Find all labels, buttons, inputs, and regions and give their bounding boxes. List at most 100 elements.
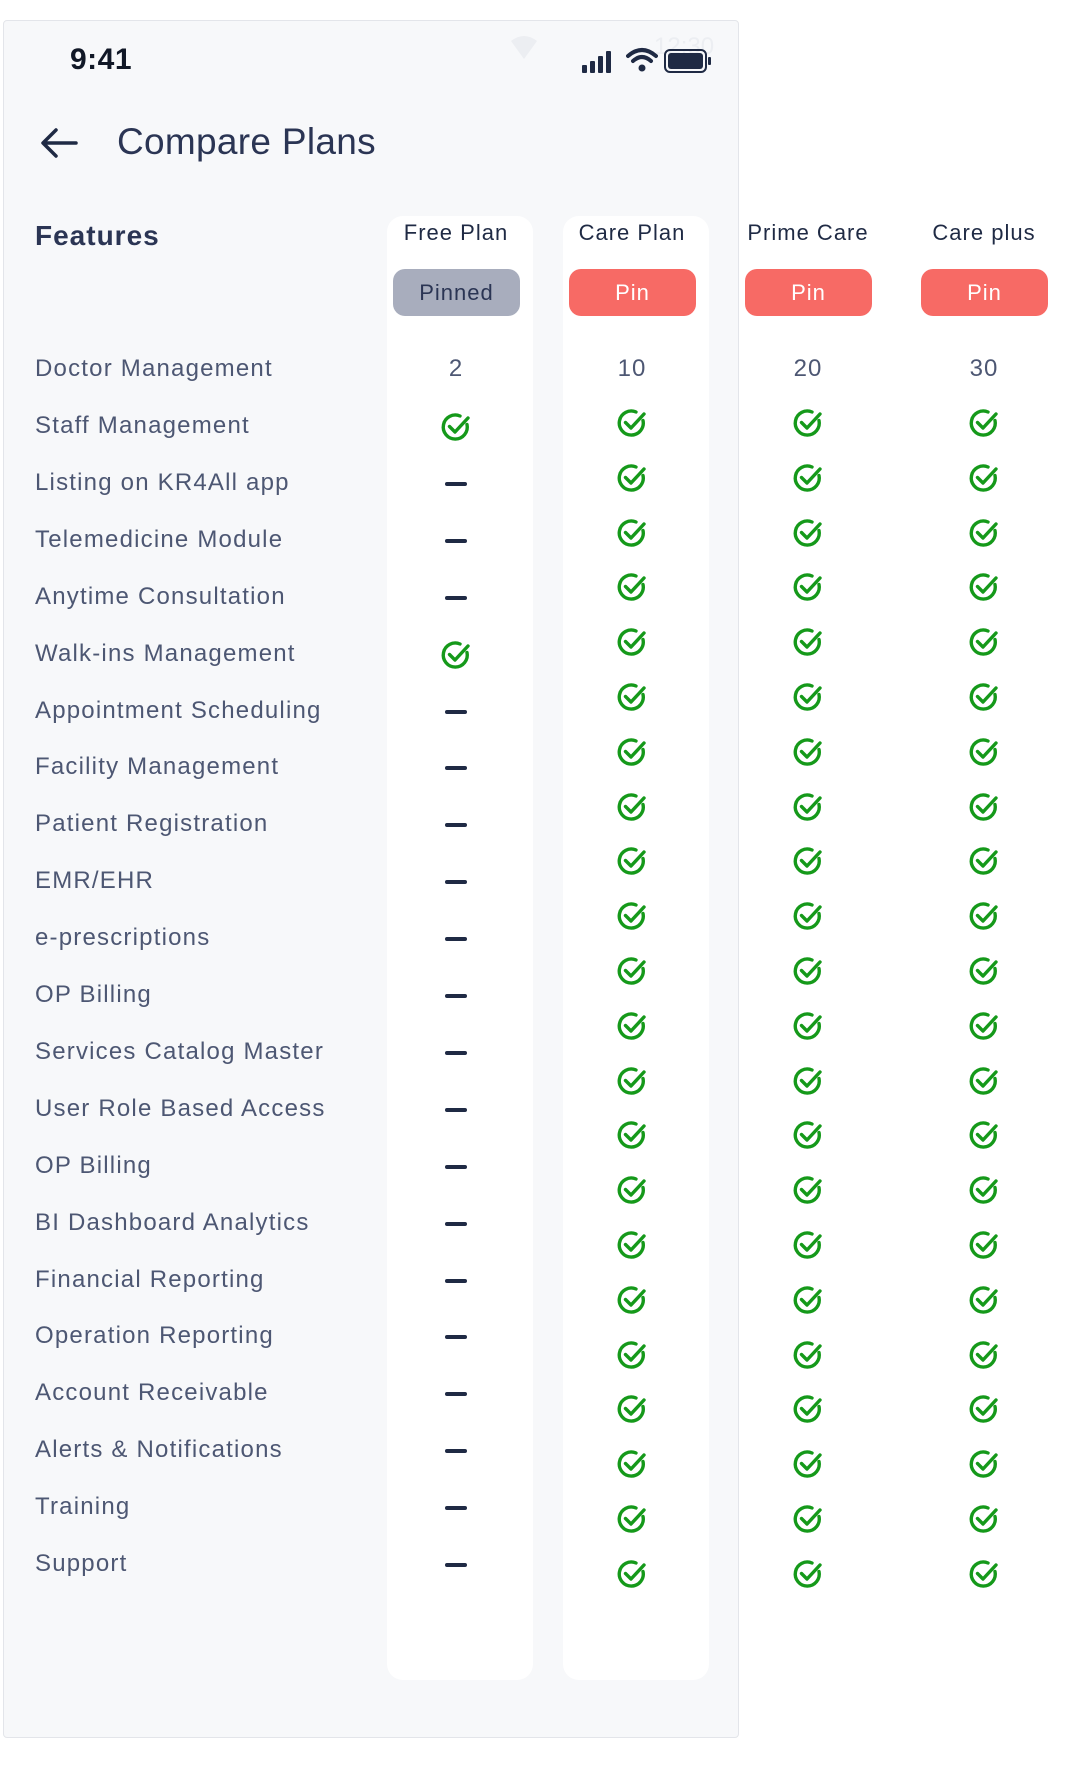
circle-check-icon <box>616 1558 648 1590</box>
dash-icon <box>445 1107 467 1112</box>
circle-check-icon <box>968 681 1000 713</box>
feature-label: Training <box>35 1493 131 1521</box>
circle-check-icon <box>616 1503 648 1535</box>
circle-check-icon <box>792 626 824 658</box>
circle-check-icon <box>440 411 472 443</box>
circle-check-icon <box>968 1503 1000 1535</box>
feature-label: Facility Management <box>35 753 280 781</box>
care-plan-column <box>563 216 709 1680</box>
pin-button-care[interactable]: Pin <box>569 269 696 316</box>
circle-check-icon <box>968 1558 1000 1590</box>
circle-check-icon <box>616 626 648 658</box>
dash-icon <box>445 1449 467 1454</box>
pin-button-prime[interactable]: Pin <box>745 269 872 316</box>
doctor-count-care-plus: 30 <box>969 355 999 382</box>
circle-check-icon <box>792 1558 824 1590</box>
plan-name-free: Free Plan <box>403 220 509 245</box>
circle-check-icon <box>792 900 824 932</box>
feature-label: OP Billing <box>35 1151 152 1179</box>
dash-icon <box>445 1563 467 1567</box>
free-plan-column <box>387 216 533 1680</box>
circle-check-icon <box>968 791 1000 823</box>
feature-label: Operation Reporting <box>35 1322 274 1350</box>
circle-check-icon <box>616 1229 648 1261</box>
circle-check-icon <box>616 571 648 603</box>
circle-check-icon <box>792 791 824 823</box>
feature-label: Telemedicine Module <box>35 525 284 553</box>
circle-check-icon <box>968 1065 1000 1097</box>
feature-label: Listing on KR4All app <box>35 468 290 496</box>
status-time: 9:41 <box>70 43 133 76</box>
circle-check-icon <box>792 517 824 549</box>
circle-check-icon <box>616 845 648 877</box>
plan-name-care: Care Plan <box>578 220 686 245</box>
dash-icon <box>445 1392 467 1397</box>
circle-check-icon <box>792 681 824 713</box>
circle-check-icon <box>616 1010 648 1042</box>
circle-check-icon <box>616 407 648 439</box>
circle-check-icon <box>616 462 648 494</box>
feature-label: Financial Reporting <box>35 1265 265 1293</box>
circle-check-icon <box>968 955 1000 987</box>
circle-check-icon <box>792 571 824 603</box>
doctor-count-prime: 20 <box>793 355 823 382</box>
feature-label: Staff Management <box>35 412 250 439</box>
circle-check-icon <box>968 1010 1000 1042</box>
dash-icon <box>445 1221 467 1226</box>
circle-check-icon <box>792 1010 824 1042</box>
circle-check-icon <box>792 1119 824 1151</box>
circle-check-icon <box>968 1393 1000 1425</box>
pin-button-care-plus[interactable]: Pin <box>921 269 1048 316</box>
features-heading: Features <box>35 220 160 251</box>
dash-icon <box>445 709 467 714</box>
circle-check-icon <box>616 1339 648 1371</box>
circle-check-icon <box>792 462 824 494</box>
circle-check-icon <box>968 1448 1000 1480</box>
cellular-signal-icon <box>582 51 616 78</box>
circle-check-icon <box>616 1119 648 1151</box>
ghost-notification-icon <box>509 35 539 66</box>
dash-icon <box>445 1278 467 1283</box>
circle-check-icon <box>968 1284 1000 1316</box>
circle-check-icon <box>440 639 472 671</box>
feature-label: OP Billing <box>35 981 152 1008</box>
dash-icon <box>445 937 467 942</box>
feature-label: Appointment Scheduling <box>35 696 322 724</box>
feature-label: User Role Based Access <box>35 1094 326 1122</box>
circle-check-icon <box>616 1065 648 1097</box>
arrow-left-icon[interactable] <box>38 123 82 163</box>
circle-check-icon <box>616 517 648 549</box>
circle-check-icon <box>968 1119 1000 1151</box>
circle-check-icon <box>792 407 824 439</box>
circle-check-icon <box>792 1448 824 1480</box>
dash-icon <box>445 1335 467 1340</box>
feature-label-doctor-management: Doctor Management <box>35 355 273 382</box>
feature-label: Account Receivable <box>35 1379 269 1407</box>
circle-check-icon <box>792 845 824 877</box>
battery-icon <box>664 49 712 78</box>
doctor-count-care: 10 <box>617 355 647 382</box>
plan-name-care-plus: Care plus <box>932 220 1036 245</box>
circle-check-icon <box>616 900 648 932</box>
pinned-button-free[interactable]: Pinned <box>393 269 520 316</box>
circle-check-icon <box>792 1229 824 1261</box>
circle-check-icon <box>616 1448 648 1480</box>
circle-check-icon <box>616 736 648 768</box>
wifi-icon <box>626 47 658 78</box>
feature-label: EMR/EHR <box>35 867 155 895</box>
feature-label: Patient Registration <box>35 810 269 838</box>
circle-check-icon <box>968 736 1000 768</box>
circle-check-icon <box>968 845 1000 877</box>
feature-label: e-prescriptions <box>35 924 211 952</box>
circle-check-icon <box>792 1503 824 1535</box>
dash-icon <box>445 880 467 885</box>
feature-label: Services Catalog Master <box>35 1037 325 1065</box>
circle-check-icon <box>616 791 648 823</box>
feature-label: Support <box>35 1550 128 1577</box>
plan-name-prime: Prime Care <box>747 220 869 245</box>
circle-check-icon <box>792 1065 824 1097</box>
status-bar: 9:41 12:30 <box>4 21 740 93</box>
dash-icon <box>445 1164 467 1169</box>
circle-check-icon <box>792 1174 824 1206</box>
page-title: Compare Plans <box>117 121 376 162</box>
